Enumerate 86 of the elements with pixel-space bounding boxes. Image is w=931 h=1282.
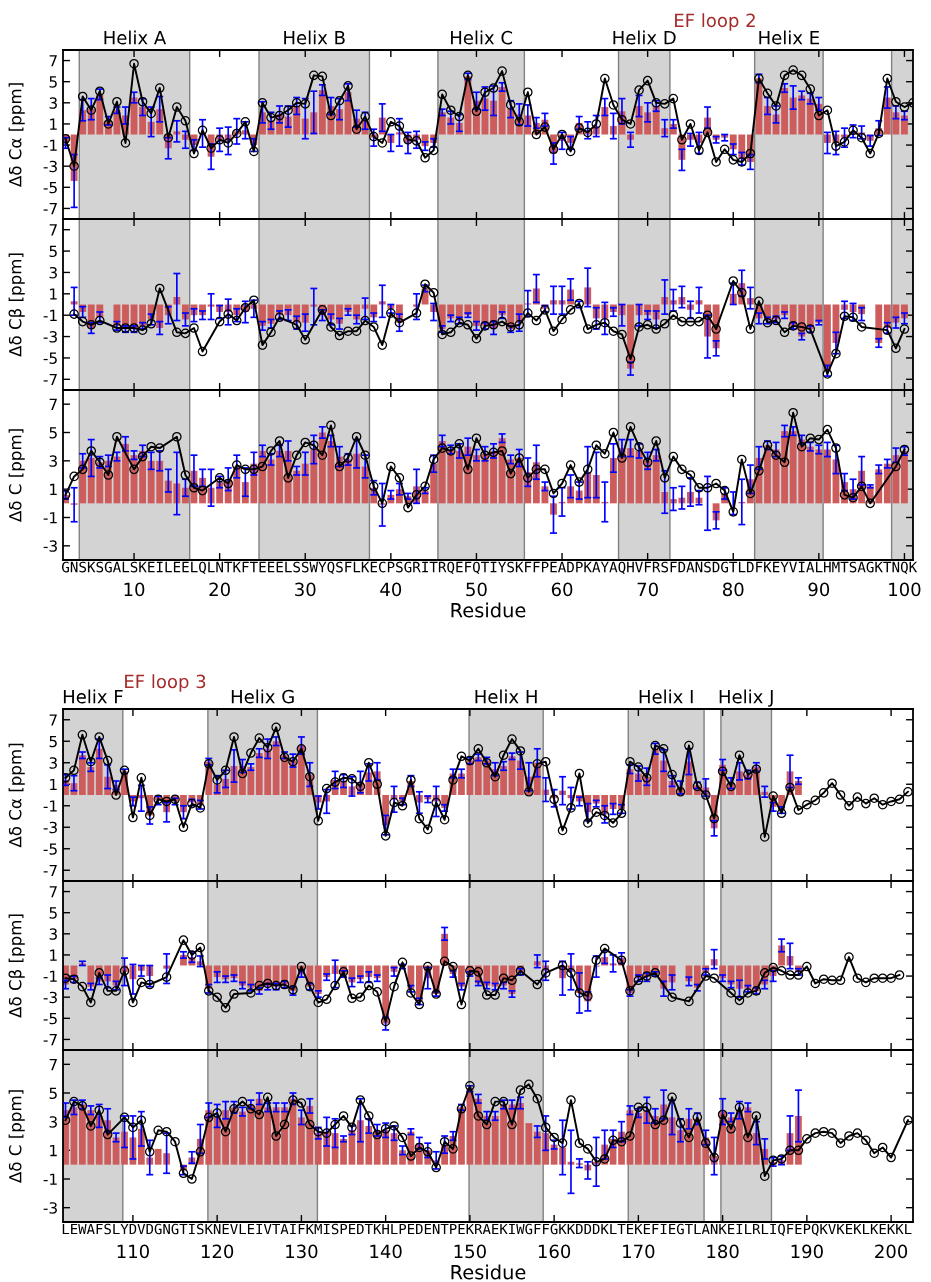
y-tick-label: -3 xyxy=(43,160,57,173)
y-tick-label: -7 xyxy=(43,373,57,386)
band-label: Helix A xyxy=(104,30,167,45)
y-tick-label: -3 xyxy=(43,1202,57,1214)
y-tick-label: -7 xyxy=(43,1034,57,1046)
y-tick-label: 1 xyxy=(50,949,57,961)
band-label: Helix C xyxy=(451,30,513,45)
y-tick-label: 5 xyxy=(49,76,57,88)
y-axis-title: Δδ Cβ [ppm] xyxy=(8,914,25,1018)
y-tick-label: 7 xyxy=(49,55,57,67)
y-tick-label: 5 xyxy=(49,907,57,919)
y-tick-label: 3 xyxy=(49,757,57,769)
y-tick-label: 3 xyxy=(49,1116,57,1128)
y-tick-label: 7 xyxy=(49,714,57,726)
y-tick-label: -3 xyxy=(43,331,57,343)
y-axis-title: Δδ Cβ [ppm] xyxy=(8,253,25,357)
x-tick-label: 110 xyxy=(117,1244,149,1259)
y-tick-label: 1 xyxy=(50,778,57,791)
y-tick-label: 3 xyxy=(49,928,57,940)
y-tick-label: 3 xyxy=(49,455,57,467)
y-tick-label: 5 xyxy=(49,427,57,439)
x-tick-label: 30 xyxy=(295,582,316,597)
y-tick-label: 3 xyxy=(49,97,57,109)
y-tick-label: -7 xyxy=(43,864,57,877)
y-axis-title: Δδ Cα [ppm] xyxy=(8,83,25,187)
y-tick-label: -5 xyxy=(43,1012,57,1025)
y-tick-label: -3 xyxy=(43,540,57,552)
y-tick-label: -1 xyxy=(43,139,57,151)
x-tick-label: 160 xyxy=(538,1244,571,1259)
y-tick-label: 3 xyxy=(49,266,57,279)
band-label: Helix D xyxy=(613,30,676,45)
y-tick-label: 7 xyxy=(49,398,57,410)
y-tick-label: -3 xyxy=(43,991,57,1004)
x-tick-label: 190 xyxy=(791,1244,823,1259)
band-label: Helix H xyxy=(475,689,537,704)
x-tick-label: 50 xyxy=(466,582,487,597)
y-tick-label: -5 xyxy=(43,352,57,364)
y-tick-label: -1 xyxy=(43,970,57,982)
y-tick-label: -5 xyxy=(43,181,57,194)
y-tick-label: 5 xyxy=(49,1087,57,1100)
y-axis-title: Δδ C [ppm] xyxy=(8,429,25,522)
text: LEWAFSLYDVDGNGTISKNEVLEIVTAIFKMISPEDTKHLPEDENTPEKRAEKIWGFFGKKDDDKLTEKEFIEGTLANKEILRLIQFEPQKVKEKLKEKKL xyxy=(62,1223,912,1236)
y-tick-label: 1 xyxy=(50,118,57,130)
y-tick-label: 5 xyxy=(49,245,57,258)
y-tick-label: 7 xyxy=(49,1059,57,1071)
x-tick-label: 80 xyxy=(722,582,744,597)
x-tick-label: 100 xyxy=(889,582,921,597)
x-tick-label: 10 xyxy=(124,582,145,597)
x-tick-label: 150 xyxy=(454,1244,486,1259)
text: EF loop 2 xyxy=(675,13,755,31)
y-tick-label: -1 xyxy=(43,309,57,321)
y-tick-label: -1 xyxy=(43,512,57,524)
text: GNSKSGALSKEILEELQLNTKFTEEELSSWYQSFLKECPSGRITRQEFQTIYSKFFPEADPKAYAQHVFRSFDANSDGTLDFKEYVIALHMTSAGKTNQK xyxy=(62,561,918,575)
band-label: Helix I xyxy=(639,689,693,704)
x-tick-label: 20 xyxy=(209,582,230,597)
x-tick-label: 170 xyxy=(623,1244,655,1259)
x-tick-label: 130 xyxy=(286,1244,318,1259)
x-tick-label: 60 xyxy=(551,582,573,597)
x-axis-title: Residue xyxy=(451,1264,526,1280)
y-tick-label: -1 xyxy=(43,800,57,812)
x-tick-label: 40 xyxy=(380,582,402,597)
y-tick-label: 1 xyxy=(50,483,57,495)
band-label: Helix F xyxy=(63,689,123,704)
x-tick-label: 90 xyxy=(808,582,830,597)
y-tick-label: -3 xyxy=(43,821,57,834)
x-tick-label: 70 xyxy=(637,582,658,597)
band-label: Helix J xyxy=(719,689,773,707)
y-tick-label: -7 xyxy=(43,203,57,215)
y-tick-label: 5 xyxy=(49,735,57,748)
y-tick-label: 1 xyxy=(50,288,57,300)
y-axis-title: Δδ C [ppm] xyxy=(8,1090,25,1183)
y-tick-label: -5 xyxy=(43,843,57,855)
x-tick-label: 180 xyxy=(707,1244,739,1259)
y-tick-label: -1 xyxy=(43,1173,57,1185)
x-tick-label: 140 xyxy=(370,1244,402,1259)
y-tick-label: 1 xyxy=(50,1145,57,1157)
x-axis-title: Residue xyxy=(451,602,526,618)
y-axis-title: Δδ Cα [ppm] xyxy=(8,743,25,848)
band-label: Helix B xyxy=(284,30,345,45)
y-tick-label: 7 xyxy=(49,224,57,236)
y-tick-label: 7 xyxy=(49,886,57,898)
x-tick-label: 200 xyxy=(875,1244,908,1259)
band-label: Helix E xyxy=(759,30,819,45)
x-tick-label: 120 xyxy=(201,1244,234,1259)
text: EF loop 3 xyxy=(125,674,206,692)
band-label: Helix G xyxy=(231,689,294,704)
